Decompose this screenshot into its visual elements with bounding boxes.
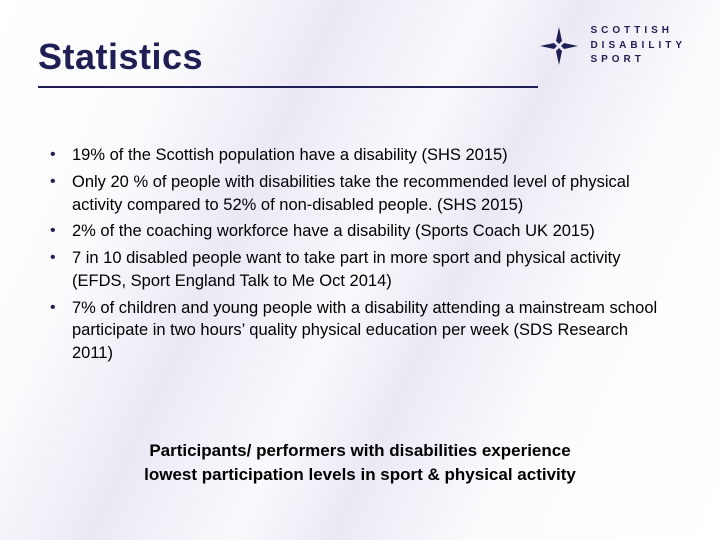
list-item: 7% of children and young people with a d… <box>44 297 666 365</box>
brand-logo: SCOTTISH DISABILITY SPORT <box>538 24 686 68</box>
logo-line-1: SCOTTISH <box>590 24 686 39</box>
closing-line-2: lowest participation levels in sport & p… <box>80 463 640 488</box>
logo-mark-icon <box>538 25 580 67</box>
bullet-list: 19% of the Scottish population have a di… <box>44 144 666 369</box>
title-underline <box>38 86 538 88</box>
closing-line-1: Participants/ performers with disabiliti… <box>80 439 640 464</box>
page-title: Statistics <box>38 36 203 78</box>
list-item: 2% of the coaching workforce have a disa… <box>44 220 666 243</box>
slide: Statistics SCOTTISH DISABILITY SPORT 19%… <box>0 0 720 540</box>
closing-statement: Participants/ performers with disabiliti… <box>80 439 640 488</box>
logo-line-3: SPORT <box>590 53 686 68</box>
list-item: 19% of the Scottish population have a di… <box>44 144 666 167</box>
list-item: 7 in 10 disabled people want to take par… <box>44 247 666 293</box>
list-item: Only 20 % of people with disabilities ta… <box>44 171 666 217</box>
logo-line-2: DISABILITY <box>590 39 686 54</box>
logo-text: SCOTTISH DISABILITY SPORT <box>590 24 686 68</box>
